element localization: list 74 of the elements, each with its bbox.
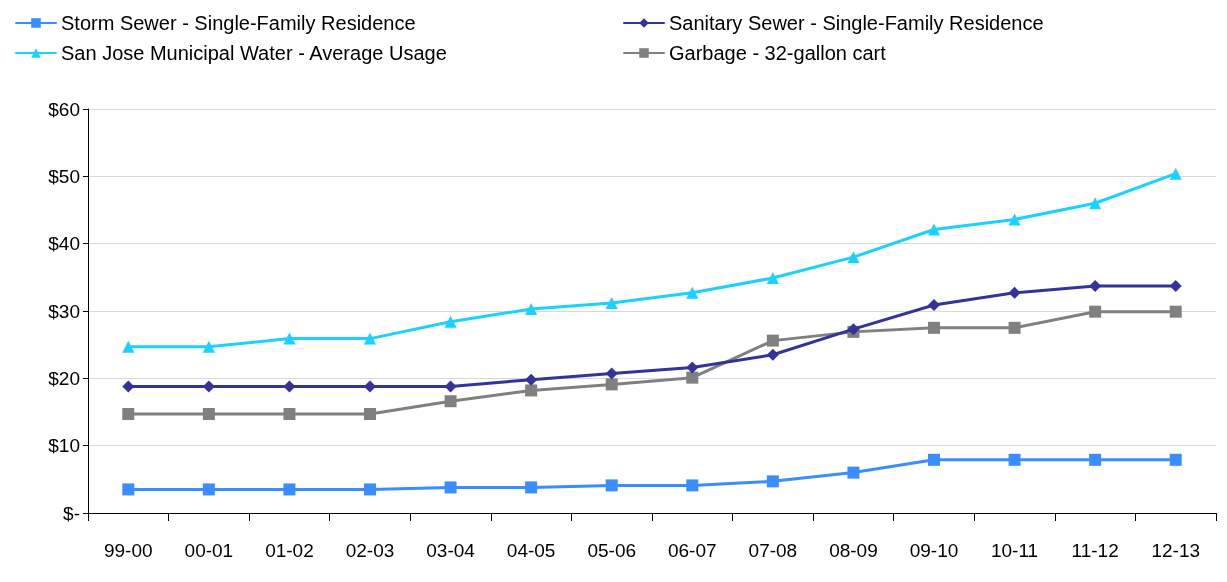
x-tick-label: 11-12: [1071, 540, 1119, 561]
x-tick-label: 05-06: [587, 540, 637, 561]
point: [1008, 321, 1021, 334]
point: [1089, 305, 1102, 318]
point: [202, 483, 215, 496]
point: [444, 315, 457, 328]
point: [1008, 453, 1021, 466]
point: [364, 408, 376, 421]
point: [605, 367, 618, 380]
point: [686, 479, 699, 492]
x-tick-label: 02-03: [345, 540, 395, 561]
point: [283, 483, 296, 496]
point: [928, 321, 940, 334]
point: [1169, 305, 1182, 318]
x-tick-label: 04-05: [506, 540, 556, 561]
point: [686, 286, 699, 299]
y-tick-label: $30: [48, 300, 80, 322]
x-tick-label: 99-00: [103, 540, 153, 561]
y-tick-label: $20: [48, 367, 80, 389]
x-tick-label: 09-10: [909, 540, 959, 561]
x-tick-label: 03-04: [426, 540, 476, 561]
point: [122, 408, 135, 421]
point: [686, 361, 699, 374]
point: [364, 380, 376, 393]
x-tick-label: 00-01: [184, 540, 234, 561]
point: [766, 334, 779, 347]
point: [444, 481, 457, 494]
point: [686, 371, 699, 384]
point: [605, 479, 618, 492]
point: [847, 251, 860, 264]
point: [766, 475, 779, 488]
y-tick-label: $40: [48, 233, 80, 255]
point: [1169, 280, 1182, 293]
legend-label: San Jose Municipal Water - Average Usage: [61, 42, 447, 64]
point: [928, 453, 940, 466]
y-tick-label: $-: [63, 502, 80, 524]
x-tick-label: 10-11: [990, 540, 1039, 561]
point: [525, 373, 538, 386]
point: [202, 408, 215, 421]
point: [202, 340, 215, 353]
x-tick-label: 12-13: [1151, 540, 1201, 561]
point: [364, 332, 376, 345]
point: [1008, 286, 1021, 299]
point: [766, 348, 779, 361]
legend-label: Garbage - 32-gallon cart: [669, 42, 887, 64]
x-tick-label: 07-08: [748, 540, 798, 561]
point: [928, 223, 940, 236]
point: [283, 332, 296, 345]
point: [525, 384, 538, 397]
point: [122, 340, 135, 353]
point: [283, 408, 296, 421]
point: [1169, 453, 1182, 466]
point: [364, 483, 376, 496]
point: [444, 395, 457, 408]
point: [605, 378, 618, 391]
y-tick-label: $10: [48, 435, 80, 457]
x-tick-label: 08-09: [829, 540, 878, 561]
y-tick-label: $60: [48, 98, 80, 120]
point: [1089, 453, 1102, 466]
point: [122, 483, 135, 496]
legend-label: Sanitary Sewer - Single-Family Residence: [669, 12, 1044, 34]
point: [847, 466, 860, 479]
point: [928, 298, 940, 311]
point: [766, 272, 779, 285]
point: [605, 296, 618, 309]
legend-label: Storm Sewer - Single-Family Residence: [61, 12, 416, 34]
point: [1169, 167, 1182, 180]
point: [1008, 213, 1021, 226]
point: [525, 302, 538, 315]
y-tick-label: $50: [48, 165, 80, 187]
point: [525, 481, 538, 494]
x-tick-label: 01-02: [265, 540, 314, 561]
point: [1089, 197, 1102, 210]
x-tick-label: 06-07: [667, 540, 717, 561]
